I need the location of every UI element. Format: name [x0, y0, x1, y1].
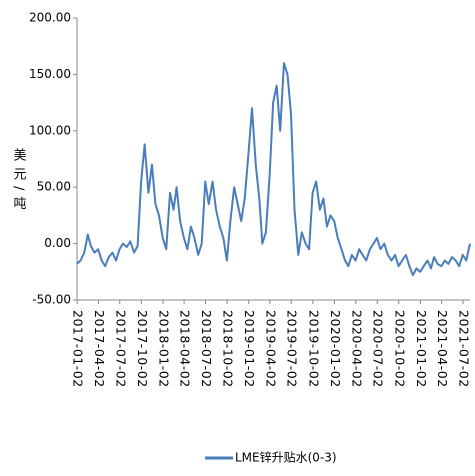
y-tick-label: 150.00	[29, 67, 71, 81]
x-tick-label: 2017-01-02	[71, 310, 86, 388]
y-tick-label: 0.00	[44, 236, 71, 250]
data-line	[76, 62, 471, 277]
x-tick-label: 2021-07-02	[456, 310, 471, 388]
y-tick-label: 50.00	[37, 180, 71, 194]
x-tick-label: 2017-10-02	[135, 310, 150, 388]
x-tick-label: 2021-01-02	[414, 310, 429, 388]
x-tick-label: 2020-04-02	[349, 310, 364, 388]
y-axis-title: 美元/吨	[11, 148, 27, 215]
x-tick-label: 2021-04-02	[435, 310, 450, 388]
x-tick-label: 2020-10-02	[392, 310, 407, 388]
x-tick-label: 2018-10-02	[221, 310, 236, 388]
x-tick-label: 2019-01-02	[242, 310, 257, 388]
x-tick-label: 2020-07-02	[371, 310, 386, 388]
y-tick-label: 100.00	[29, 123, 71, 137]
x-tick-label: 2019-04-02	[263, 310, 278, 388]
x-tick-label: 2018-07-02	[199, 310, 214, 388]
x-tick-label: 2020-01-02	[328, 310, 343, 388]
x-tick-label: 2019-10-02	[306, 310, 321, 388]
x-tick-label: 2017-04-02	[92, 310, 107, 388]
x-tick-label: 2019-07-02	[285, 310, 300, 388]
y-tick-label: -50.00	[32, 293, 71, 307]
x-tick-label: 2018-01-02	[156, 310, 171, 388]
y-tick-label: 200.00	[29, 11, 71, 25]
x-tick-label: 2017-07-02	[113, 310, 128, 388]
legend-label: LME锌升贴水(0-3)	[235, 451, 337, 465]
x-tick-label: 2018-04-02	[178, 310, 193, 388]
